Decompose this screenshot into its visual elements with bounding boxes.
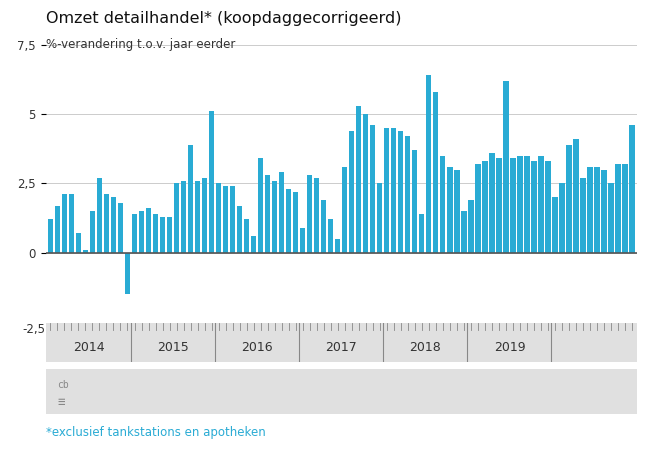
Bar bbox=[412, 150, 417, 252]
Bar bbox=[525, 156, 530, 252]
Bar bbox=[349, 131, 354, 252]
Bar bbox=[293, 192, 298, 252]
Bar bbox=[104, 194, 109, 252]
Bar bbox=[377, 184, 382, 252]
Bar bbox=[139, 211, 144, 252]
Bar bbox=[230, 186, 235, 252]
Bar bbox=[588, 167, 593, 252]
Bar bbox=[538, 156, 543, 252]
Bar bbox=[391, 128, 396, 252]
Bar bbox=[195, 180, 200, 252]
Bar bbox=[90, 211, 95, 252]
Bar bbox=[300, 228, 306, 252]
Bar bbox=[223, 186, 228, 252]
Bar bbox=[370, 125, 376, 252]
Bar bbox=[356, 106, 361, 252]
Text: 2015: 2015 bbox=[157, 341, 189, 354]
Bar bbox=[97, 178, 102, 252]
Bar bbox=[594, 167, 600, 252]
Bar bbox=[497, 158, 502, 252]
Bar bbox=[531, 161, 537, 252]
Bar bbox=[545, 161, 551, 252]
Bar bbox=[601, 170, 606, 252]
Bar bbox=[475, 164, 480, 252]
Bar bbox=[62, 194, 67, 252]
Bar bbox=[482, 161, 488, 252]
Bar bbox=[363, 114, 369, 252]
Bar bbox=[629, 125, 634, 252]
Bar bbox=[188, 144, 193, 252]
Bar bbox=[146, 208, 151, 252]
Text: %-verandering t.o.v. jaar eerder: %-verandering t.o.v. jaar eerder bbox=[46, 38, 235, 51]
Bar bbox=[384, 128, 389, 252]
Bar bbox=[279, 172, 284, 252]
Bar bbox=[265, 175, 270, 252]
Bar bbox=[237, 206, 242, 252]
Bar bbox=[153, 214, 158, 252]
Bar bbox=[560, 184, 565, 252]
Bar bbox=[209, 112, 214, 252]
Bar bbox=[580, 178, 586, 252]
Text: -2,5: -2,5 bbox=[23, 323, 46, 336]
Bar bbox=[335, 238, 341, 252]
Bar bbox=[69, 194, 74, 252]
Bar bbox=[286, 189, 291, 252]
Bar bbox=[426, 76, 432, 252]
Bar bbox=[342, 167, 347, 252]
Text: 2019: 2019 bbox=[493, 341, 525, 354]
Bar bbox=[307, 175, 313, 252]
Bar bbox=[447, 167, 452, 252]
Bar bbox=[216, 184, 221, 252]
Bar bbox=[321, 200, 326, 252]
Bar bbox=[55, 206, 60, 252]
Text: Omzet detailhandel* (koopdaggecorrigeerd): Omzet detailhandel* (koopdaggecorrigeerd… bbox=[46, 11, 401, 26]
Bar bbox=[503, 81, 508, 252]
Bar bbox=[314, 178, 319, 252]
Bar bbox=[328, 219, 333, 252]
Bar bbox=[251, 236, 256, 252]
Text: 2014: 2014 bbox=[73, 341, 105, 354]
Bar bbox=[434, 92, 439, 252]
Bar bbox=[489, 153, 495, 252]
Bar bbox=[405, 136, 410, 252]
Bar bbox=[174, 184, 179, 252]
Text: cb: cb bbox=[57, 380, 69, 390]
Bar bbox=[510, 158, 515, 252]
Bar bbox=[462, 211, 467, 252]
Bar bbox=[181, 180, 186, 252]
Bar bbox=[517, 156, 523, 252]
Bar bbox=[419, 214, 424, 252]
Bar bbox=[616, 164, 621, 252]
Text: 2018: 2018 bbox=[410, 341, 441, 354]
Text: 2017: 2017 bbox=[326, 341, 357, 354]
Bar bbox=[83, 250, 88, 252]
Bar bbox=[552, 197, 558, 252]
Bar bbox=[202, 178, 207, 252]
Bar bbox=[111, 197, 116, 252]
Bar bbox=[468, 200, 474, 252]
Bar bbox=[398, 131, 404, 252]
Bar bbox=[566, 144, 571, 252]
Bar bbox=[132, 214, 137, 252]
Bar bbox=[623, 164, 628, 252]
Bar bbox=[272, 180, 278, 252]
Bar bbox=[608, 184, 614, 252]
Text: 2016: 2016 bbox=[241, 341, 273, 354]
Bar bbox=[48, 219, 53, 252]
Bar bbox=[76, 233, 81, 252]
Bar bbox=[573, 139, 578, 252]
Bar bbox=[125, 252, 130, 294]
Bar bbox=[454, 170, 460, 252]
Bar bbox=[160, 216, 165, 252]
Bar bbox=[244, 219, 249, 252]
Bar bbox=[167, 216, 172, 252]
Bar bbox=[118, 203, 123, 252]
Text: *exclusief tankstations en apotheken: *exclusief tankstations en apotheken bbox=[46, 426, 265, 439]
Bar bbox=[258, 158, 263, 252]
Text: ≡: ≡ bbox=[57, 396, 65, 409]
Bar bbox=[440, 156, 445, 252]
